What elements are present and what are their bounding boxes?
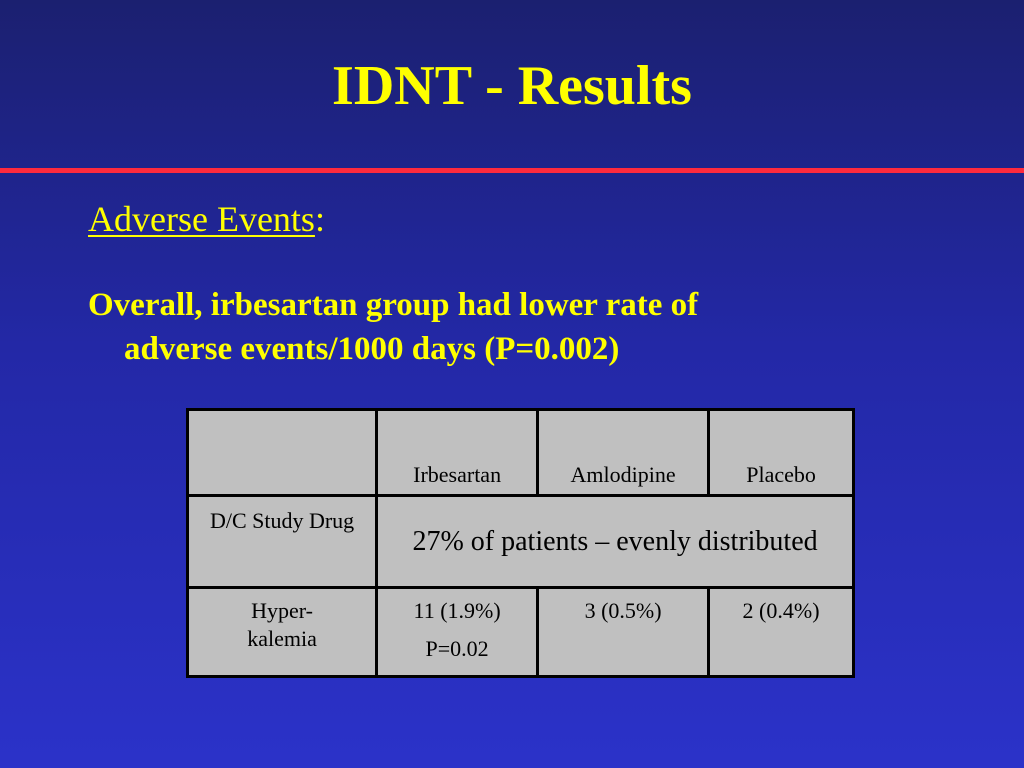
title-divider bbox=[0, 168, 1024, 173]
table-header-placebo: Placebo bbox=[707, 408, 855, 497]
hyperkalemia-irbesartan-pvalue: P=0.02 bbox=[425, 635, 489, 661]
hyperkalemia-irbesartan-cell: 11 (1.9%) P=0.02 bbox=[375, 586, 540, 678]
row-label-hyperkalemia: Hyper- kalemia bbox=[185, 586, 379, 678]
summary-text: Overall, irbesartan group had lower rate… bbox=[88, 283, 888, 371]
hyperkalemia-placebo-value: 2 (0.4%) bbox=[707, 586, 855, 678]
summary-line-2: adverse events/1000 days (P=0.002) bbox=[124, 331, 620, 367]
table-header-row: Irbesartan Amlodipine Placebo bbox=[185, 408, 855, 497]
row-label-hyperkalemia-line-2: kalemia bbox=[247, 625, 317, 651]
section-heading-text: Adverse Events bbox=[88, 199, 315, 239]
slide-title: IDNT - Results bbox=[332, 55, 692, 117]
row-label-hyperkalemia-line-1: Hyper- bbox=[251, 598, 313, 623]
section-heading-colon: : bbox=[314, 199, 325, 239]
dc-study-drug-value: 27% of patients – evenly distributed bbox=[375, 494, 855, 589]
table-row: Hyper- kalemia 11 (1.9%) P=0.02 3 (0.5%)… bbox=[185, 586, 855, 678]
hyperkalemia-irbesartan-value: 11 (1.9%) bbox=[413, 598, 501, 623]
summary-line-1: Overall, irbesartan group had lower rate… bbox=[88, 287, 699, 323]
hyperkalemia-amlodipine-value: 3 (0.5%) bbox=[536, 586, 711, 678]
table-row: D/C Study Drug 27% of patients – evenly … bbox=[185, 494, 855, 589]
table-header-amlodipine: Amlodipine bbox=[536, 408, 711, 497]
row-label-dc-study-drug: D/C Study Drug bbox=[185, 494, 379, 589]
table-header-irbesartan: Irbesartan bbox=[375, 408, 540, 497]
table-header-empty bbox=[185, 408, 379, 497]
section-heading: Adverse Events: bbox=[88, 199, 325, 240]
adverse-events-table: Irbesartan Amlodipine Placebo D/C Study … bbox=[185, 408, 855, 678]
